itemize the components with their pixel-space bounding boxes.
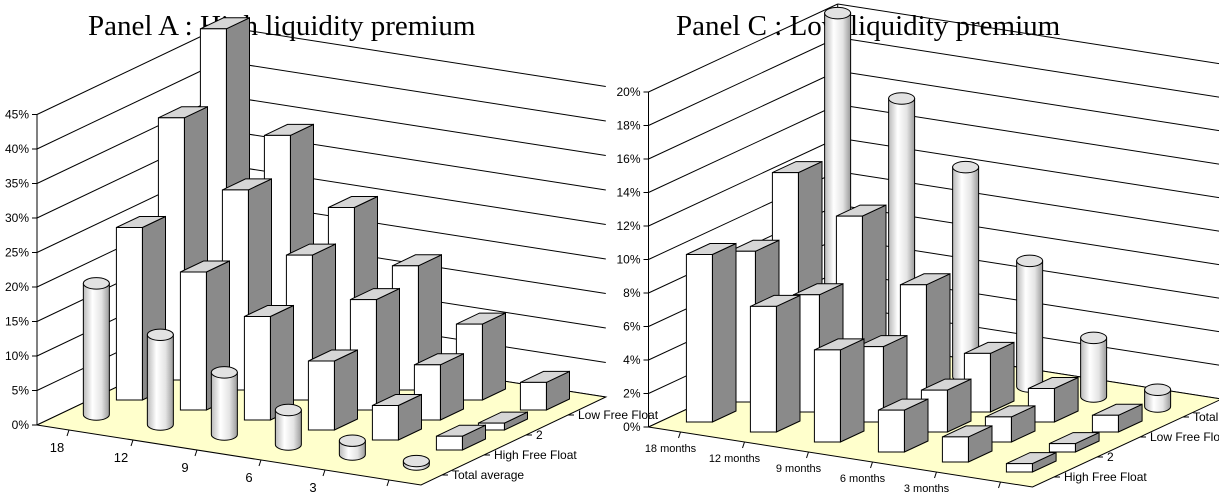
x-tick-mark — [322, 469, 326, 477]
gridline — [221, 26, 606, 87]
series-label: Low Free Float — [1150, 430, 1219, 444]
panel-c-title: Panel C : Low liquidity premium — [676, 10, 1061, 42]
x-tick-label: 1 — [373, 490, 380, 493]
gridline-side — [36, 26, 223, 115]
bar-high-free-float-5 — [435, 424, 486, 451]
bar-total-average-2 — [952, 160, 980, 383]
bar-total-average-3 — [1016, 254, 1044, 393]
gridline — [837, 37, 1219, 98]
bar-total-average-4 — [1080, 331, 1108, 403]
bar-high-free-float-3 — [877, 398, 929, 453]
bar-high-free-float-1 — [749, 294, 801, 433]
bar-low-free-float-5 — [519, 370, 570, 411]
y-tick-label: 10% — [616, 253, 640, 267]
y-tick-label: 4% — [623, 353, 641, 367]
x-tick-label: 3 — [309, 480, 316, 493]
x-tick-label: 9 — [181, 460, 188, 475]
x-tick-mark — [806, 451, 809, 459]
x-tick-mark — [998, 481, 1001, 489]
bar-total-average-0 — [82, 277, 110, 421]
bar-total-average-5 — [402, 454, 430, 471]
bar-high-free-float-0 — [685, 242, 737, 423]
x-tick-label: 18 months — [645, 443, 697, 455]
series-label: Total average — [452, 468, 524, 482]
y-tick-label: 6% — [623, 320, 641, 334]
gridline — [221, 95, 606, 156]
bar-2-3 — [920, 378, 972, 433]
y-tick-label: 18% — [616, 119, 640, 133]
y-tick-label: 0% — [12, 418, 30, 432]
x-tick-label: 9 months — [776, 463, 822, 475]
bar-high-free-float-4 — [941, 425, 993, 463]
gridline — [221, 60, 606, 122]
y-tick-label: 25% — [5, 246, 29, 260]
series-label: High Free Float — [1064, 470, 1147, 484]
y-tick-label: 16% — [616, 152, 640, 166]
bar-low-free-float-3 — [963, 341, 1015, 413]
bar-high-free-float-3 — [307, 349, 358, 431]
bar-high-free-float-2 — [243, 304, 294, 421]
x-tick-mark — [130, 439, 134, 447]
y-tick-label: 12% — [616, 219, 640, 233]
x-tick-label: 18 — [50, 440, 64, 455]
bar-2-3 — [349, 287, 400, 411]
y-tick-label: 8% — [623, 286, 641, 300]
y-tick-label: 15% — [5, 315, 29, 329]
y-tick-label: 14% — [616, 186, 640, 200]
series-label: 2 — [1107, 450, 1114, 464]
y-tick-label: 5% — [12, 384, 30, 398]
panel-a-title: Panel A : High liquidity premium — [88, 10, 476, 42]
bar-total-average-3 — [274, 403, 302, 451]
bar-low-free-float-5 — [1091, 403, 1143, 433]
bar-total-average-2 — [210, 366, 238, 441]
x-tick-mark — [678, 431, 681, 439]
y-tick-label: 30% — [5, 211, 29, 225]
y-tick-label: 2% — [623, 387, 641, 401]
x-tick-mark — [386, 479, 390, 487]
gridline-side — [648, 104, 838, 193]
y-tick-label: 35% — [5, 177, 29, 191]
y-tick-label: 40% — [5, 142, 29, 156]
gridline-side — [36, 60, 223, 150]
y-tick-label: 45% — [5, 108, 29, 122]
x-tick-mark — [194, 449, 198, 457]
x-tick-label: 3 months — [904, 483, 950, 493]
bar-high-free-float-5 — [1005, 451, 1057, 473]
x-tick-mark — [742, 441, 745, 449]
bar-high-free-float-4 — [371, 393, 422, 441]
series-label: High Free Float — [494, 448, 577, 462]
series-label: Total average — [1193, 410, 1219, 424]
x-tick-mark — [934, 471, 937, 479]
gridline-side — [648, 3, 838, 93]
panel-c-chart: 0% 2% 4% 6% 8% 10% 12% 14% 16% 18% 20% 18 months 12 … — [616, 3, 1219, 493]
bar-total-average-5 — [1144, 383, 1172, 413]
gridline-side — [648, 70, 838, 160]
gridline-side — [648, 37, 838, 126]
bar-total-average-4 — [338, 434, 366, 461]
y-tick-label: 0% — [623, 420, 641, 434]
series-label: Low Free Float — [578, 408, 659, 422]
x-tick-label: 6 — [245, 470, 252, 485]
gridline — [837, 70, 1219, 132]
x-tick-mark — [66, 429, 70, 437]
x-tick-label: 12 months — [709, 453, 761, 465]
bar-2-5 — [477, 411, 528, 431]
x-tick-mark — [258, 459, 262, 467]
bar-high-free-float-2 — [813, 338, 865, 443]
gridline — [837, 3, 1219, 65]
gridline-side — [648, 137, 838, 227]
bar-2-4 — [413, 353, 464, 421]
y-tick-label: 20% — [5, 280, 29, 294]
y-tick-label: 20% — [616, 85, 640, 99]
x-tick-label: 6 months — [840, 473, 886, 485]
bar-total-average-1 — [146, 328, 174, 431]
y-tick-label: 10% — [5, 349, 29, 363]
x-tick-mark — [870, 461, 873, 469]
x-tick-label: 12 — [114, 450, 128, 465]
bar-2-5 — [1048, 431, 1100, 453]
series-label: 2 — [536, 428, 543, 442]
panel-a-chart: 0%5%10%15%20%25%30%35%40%45%18129631Tota… — [5, 17, 659, 493]
